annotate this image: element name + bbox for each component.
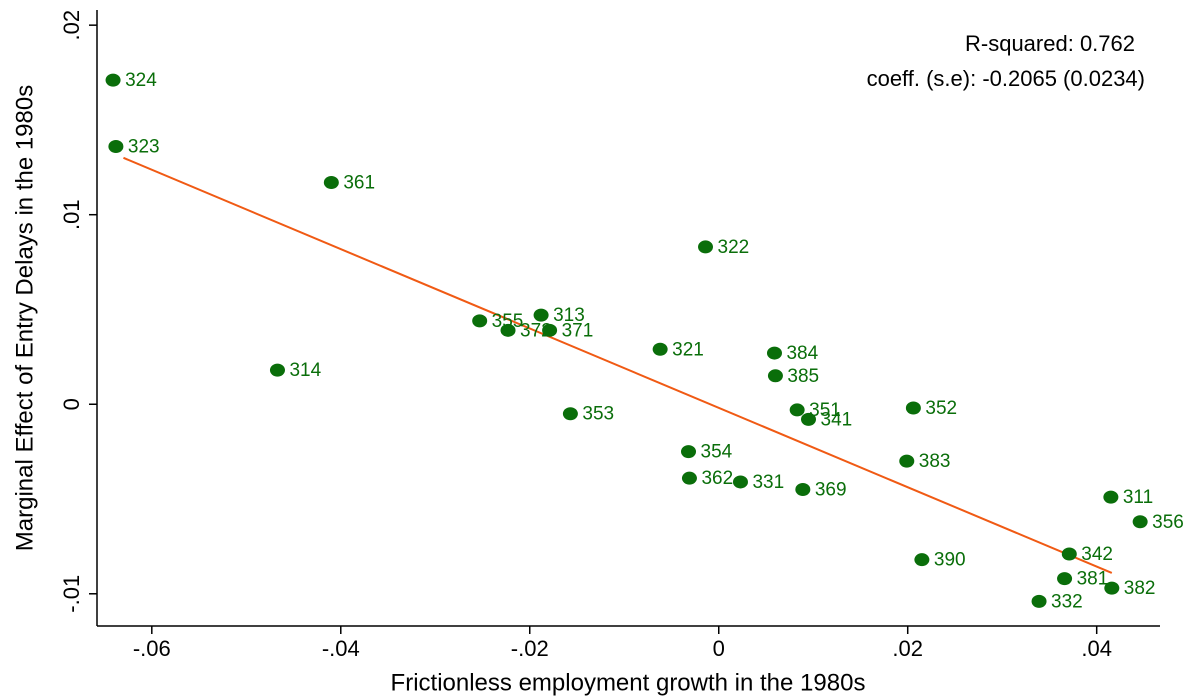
- y-tick-label: -.01: [59, 575, 84, 613]
- point-label: 342: [1081, 544, 1113, 565]
- point: [500, 323, 516, 337]
- annotation: coeff. (s.e): -0.2065 (0.0234): [867, 66, 1145, 91]
- point: [766, 346, 782, 360]
- point-label: 369: [815, 480, 847, 501]
- point: [681, 445, 697, 459]
- point: [269, 363, 285, 377]
- x-tick-label: .04: [1081, 636, 1112, 661]
- point: [1057, 572, 1073, 586]
- point: [108, 139, 124, 153]
- point-label: 313: [553, 305, 585, 326]
- point-label: 382: [1124, 578, 1156, 599]
- point: [1031, 594, 1047, 608]
- y-tick-label: 0: [59, 398, 84, 410]
- point: [472, 314, 488, 328]
- point: [801, 412, 817, 426]
- point: [899, 454, 915, 468]
- x-tick-label: -.06: [133, 636, 171, 661]
- point-label: 390: [934, 550, 966, 571]
- point: [652, 342, 668, 356]
- point: [105, 73, 121, 87]
- point-label: 341: [821, 409, 853, 430]
- point: [1103, 490, 1119, 504]
- point-label: 321: [672, 339, 704, 360]
- point-label: 384: [786, 343, 818, 364]
- point-label: 322: [718, 237, 750, 258]
- x-tick-label: 0: [713, 636, 725, 661]
- y-tick-label: .02: [59, 10, 84, 41]
- x-tick-label: -.02: [511, 636, 549, 661]
- point-label: 361: [343, 172, 375, 193]
- point: [533, 308, 549, 322]
- point: [914, 553, 930, 567]
- point-label: 381: [1077, 569, 1109, 590]
- point: [732, 475, 748, 489]
- point-label: 351: [809, 400, 841, 421]
- x-axis-title: Frictionless employment growth in the 19…: [391, 669, 866, 696]
- point: [1104, 581, 1120, 595]
- point-label: 355: [492, 311, 524, 332]
- point-label: 372: [520, 320, 552, 341]
- point-label: 371: [562, 320, 594, 341]
- point-label: 362: [701, 468, 733, 489]
- point-label: 314: [289, 360, 321, 381]
- point: [767, 369, 783, 383]
- point-label: 383: [919, 451, 951, 472]
- point-label: 354: [701, 442, 733, 463]
- point: [698, 240, 714, 254]
- point-label: 356: [1152, 512, 1184, 533]
- point-label: 385: [787, 366, 819, 387]
- point-label: 331: [752, 472, 784, 493]
- point: [905, 401, 921, 415]
- point: [789, 403, 805, 417]
- point: [795, 483, 811, 497]
- point: [1061, 547, 1077, 561]
- point: [1132, 515, 1148, 529]
- annotation: R-squared: 0.762: [965, 31, 1135, 56]
- point-label: 323: [128, 136, 160, 157]
- point: [323, 175, 339, 189]
- point: [542, 323, 558, 337]
- x-tick-label: .02: [892, 636, 923, 661]
- point: [681, 471, 697, 485]
- point-label: 324: [125, 70, 157, 91]
- y-tick-label: .01: [59, 199, 84, 230]
- point-label: 353: [582, 404, 614, 425]
- point-label: 311: [1123, 487, 1153, 508]
- fit-line: [123, 156, 1113, 574]
- x-tick-label: -.04: [322, 636, 360, 661]
- point-label: 352: [925, 398, 957, 419]
- point-label: 332: [1051, 591, 1083, 612]
- y-axis-title: Marginal Effect of Entry Delays in the 1…: [11, 85, 38, 551]
- point: [562, 407, 578, 421]
